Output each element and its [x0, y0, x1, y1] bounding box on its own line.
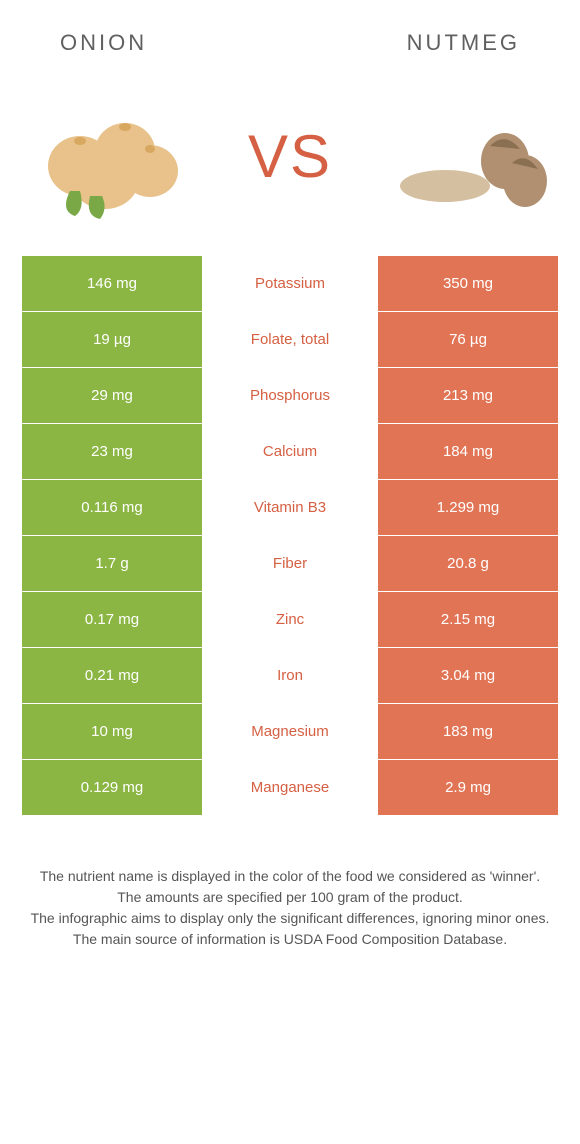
onion-icon: [30, 91, 190, 221]
left-value-cell: 0.129 mg: [22, 760, 202, 815]
left-value-cell: 19 µg: [22, 312, 202, 367]
left-value-cell: 1.7 g: [22, 536, 202, 591]
nutmeg-icon: [390, 91, 550, 221]
nutrient-name-cell: Calcium: [202, 424, 378, 479]
table-row: 146 mgPotassium350 mg: [22, 256, 558, 312]
nutrient-name-cell: Fiber: [202, 536, 378, 591]
nutrient-name-cell: Vitamin B3: [202, 480, 378, 535]
nutrient-name-cell: Manganese: [202, 760, 378, 815]
footnote-line: The infographic aims to display only the…: [28, 908, 552, 929]
left-value-cell: 10 mg: [22, 704, 202, 759]
table-row: 0.21 mgIron3.04 mg: [22, 648, 558, 704]
nutrient-name-cell: Potassium: [202, 256, 378, 311]
left-value-cell: 0.116 mg: [22, 480, 202, 535]
right-value-cell: 183 mg: [378, 704, 558, 759]
right-food-title: Nutmeg: [407, 30, 520, 56]
left-value-cell: 23 mg: [22, 424, 202, 479]
nutrient-name-cell: Iron: [202, 648, 378, 703]
table-row: 0.17 mgZinc2.15 mg: [22, 592, 558, 648]
nutrient-name-cell: Phosphorus: [202, 368, 378, 423]
table-row: 1.7 gFiber20.8 g: [22, 536, 558, 592]
vs-label: VS: [248, 122, 332, 191]
onion-image: [30, 91, 190, 221]
nutrient-table: 146 mgPotassium350 mg19 µgFolate, total7…: [0, 256, 580, 816]
nutmeg-image: [390, 91, 550, 221]
table-row: 19 µgFolate, total76 µg: [22, 312, 558, 368]
left-value-cell: 0.17 mg: [22, 592, 202, 647]
footnotes: The nutrient name is displayed in the co…: [0, 816, 580, 950]
left-value-cell: 29 mg: [22, 368, 202, 423]
right-value-cell: 184 mg: [378, 424, 558, 479]
right-value-cell: 213 mg: [378, 368, 558, 423]
right-value-cell: 2.15 mg: [378, 592, 558, 647]
footnote-line: The main source of information is USDA F…: [28, 929, 552, 950]
left-value-cell: 0.21 mg: [22, 648, 202, 703]
right-value-cell: 350 mg: [378, 256, 558, 311]
table-row: 23 mgCalcium184 mg: [22, 424, 558, 480]
table-row: 29 mgPhosphorus213 mg: [22, 368, 558, 424]
table-row: 0.116 mgVitamin B31.299 mg: [22, 480, 558, 536]
right-value-cell: 3.04 mg: [378, 648, 558, 703]
table-row: 10 mgMagnesium183 mg: [22, 704, 558, 760]
nutrient-name-cell: Zinc: [202, 592, 378, 647]
nutrient-name-cell: Folate, total: [202, 312, 378, 367]
images-row: VS: [0, 76, 580, 256]
table-row: 0.129 mgManganese2.9 mg: [22, 760, 558, 816]
right-value-cell: 20.8 g: [378, 536, 558, 591]
header-row: Onion Nutmeg: [0, 0, 580, 76]
right-value-cell: 76 µg: [378, 312, 558, 367]
left-food-title: Onion: [60, 30, 147, 56]
left-value-cell: 146 mg: [22, 256, 202, 311]
right-value-cell: 2.9 mg: [378, 760, 558, 815]
nutrient-name-cell: Magnesium: [202, 704, 378, 759]
footnote-line: The nutrient name is displayed in the co…: [28, 866, 552, 887]
right-value-cell: 1.299 mg: [378, 480, 558, 535]
footnote-line: The amounts are specified per 100 gram o…: [28, 887, 552, 908]
